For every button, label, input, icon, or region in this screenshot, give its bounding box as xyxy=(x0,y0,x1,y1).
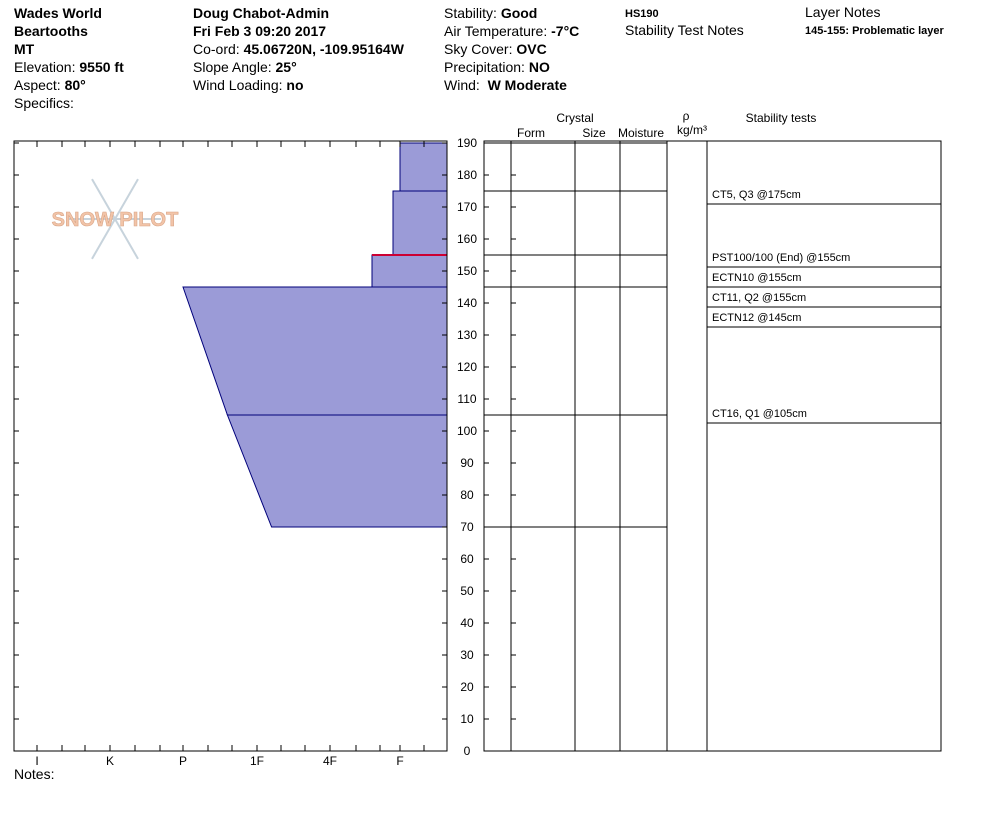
snow-layer xyxy=(182,286,448,416)
observation-datetime: Fri Feb 3 09:20 2017 xyxy=(193,23,327,39)
depth-tick-label: 90 xyxy=(460,456,474,470)
logo-flake-arm xyxy=(91,178,116,220)
logo-flake-arm xyxy=(114,218,139,260)
depth-tick-label: 80 xyxy=(460,488,474,502)
density-column xyxy=(666,140,708,752)
size-header: Size xyxy=(582,126,606,140)
rho-header: ρ xyxy=(683,109,690,123)
stability-test-label: CT5, Q3 @175cm xyxy=(712,189,801,201)
stability-row: Stability: Good xyxy=(444,5,538,21)
depth-tick-label: 60 xyxy=(460,552,474,566)
notes-label: Notes: xyxy=(14,766,55,782)
stability-column xyxy=(706,140,942,752)
crystal-header: Crystal xyxy=(556,111,593,125)
hardness-tick-label: K xyxy=(106,754,114,768)
depth-tick-label: 150 xyxy=(457,264,477,278)
density-unit-header: kg/m³ xyxy=(677,123,707,137)
stability-test-notes-title: Stability Test Notes xyxy=(625,22,744,38)
logo-text: SNOW PILOT xyxy=(52,209,179,231)
depth-tick-label: 100 xyxy=(457,424,477,438)
sky-row: Sky Cover: OVC xyxy=(444,41,547,57)
layer-notes-title: Layer Notes xyxy=(805,4,881,20)
snow-layer xyxy=(226,414,448,528)
hardness-tick-label: F xyxy=(396,754,403,768)
depth-tick-label: 30 xyxy=(460,648,474,662)
coord-row: Co-ord: 45.06720N, -109.95164W xyxy=(193,41,404,57)
depth-tick-label: 130 xyxy=(457,328,477,342)
stability-test-label: PST100/100 (End) @155cm xyxy=(712,252,850,264)
layer-note: 145-155: Problematic layer xyxy=(805,25,944,37)
range-name: Beartooths xyxy=(14,23,88,39)
depth-tick-label: 0 xyxy=(464,744,471,758)
slope-value: 25° xyxy=(275,59,297,75)
stability-test-label: CT16, Q1 @105cm xyxy=(712,408,807,420)
elevation-row: Elevation: 9550 ft xyxy=(14,59,124,75)
air-temp-row: Air Temperature: -7°C xyxy=(444,23,580,39)
wind-loading-value: no xyxy=(286,77,304,93)
aspect-value: 80° xyxy=(64,77,86,93)
depth-tick-label: 190 xyxy=(457,136,477,150)
stability-tests-header: Stability tests xyxy=(746,111,817,125)
coord-value: 45.06720N, -109.95164W xyxy=(243,41,404,57)
depth-tick-label: 110 xyxy=(457,392,476,406)
depth-tick-label: 160 xyxy=(457,232,477,246)
stability-test-label: ECTN12 @145cm xyxy=(712,312,801,324)
hardness-tick-label: P xyxy=(179,754,187,768)
wind-row: Wind: W Moderate xyxy=(444,77,567,93)
depth-tick-label: 20 xyxy=(460,680,474,694)
depth-tick-label: 40 xyxy=(460,616,474,630)
snow-layer xyxy=(392,190,448,256)
elevation-value: 9550 ft xyxy=(79,59,124,75)
depth-tick-label: 10 xyxy=(460,712,474,726)
specifics-label: Specifics: xyxy=(14,95,74,111)
wind-loading-row: Wind Loading: no xyxy=(193,77,304,93)
logo-flake-arm xyxy=(91,218,116,260)
moisture-header: Moisture xyxy=(618,126,664,140)
precip-row: Precipitation: NO xyxy=(444,59,550,75)
depth-tick-label: 120 xyxy=(457,360,477,374)
hardness-tick-label: 4F xyxy=(323,754,337,768)
stability-value: Good xyxy=(500,5,538,21)
snowpilot-logo: SNOW PILOT xyxy=(51,178,179,260)
observer-name: Doug Chabot-Admin xyxy=(193,5,330,21)
precip-value: NO xyxy=(528,59,550,75)
snow-layer xyxy=(371,254,448,288)
logo-flake-arm xyxy=(114,178,139,220)
state-name: MT xyxy=(14,41,35,57)
hardness-frame xyxy=(13,140,448,752)
hs-value: HS190 xyxy=(625,8,659,20)
slope-row: Slope Angle: 25° xyxy=(193,59,297,75)
aspect-row: Aspect: 80° xyxy=(14,77,86,93)
stability-test-label: CT11, Q2 @155cm xyxy=(712,292,806,304)
depth-tick-label: 180 xyxy=(457,168,477,182)
sky-value: OVC xyxy=(516,41,547,57)
depth-tick-label: 70 xyxy=(460,520,474,534)
wind-value: W Moderate xyxy=(487,77,567,93)
depth-tick-label: 140 xyxy=(457,296,477,310)
hardness-tick-label: I xyxy=(35,754,38,768)
snow-layer xyxy=(399,142,448,192)
depth-tick-label: 50 xyxy=(460,584,474,598)
stability-test-label: ECTN10 @155cm xyxy=(712,272,801,284)
form-header: Form xyxy=(517,126,545,140)
hardness-tick-label: 1F xyxy=(250,754,264,768)
location-name: Wades World xyxy=(14,5,102,21)
depth-tick-label: 170 xyxy=(457,200,477,214)
air-temp-value: -7°C xyxy=(551,23,580,39)
